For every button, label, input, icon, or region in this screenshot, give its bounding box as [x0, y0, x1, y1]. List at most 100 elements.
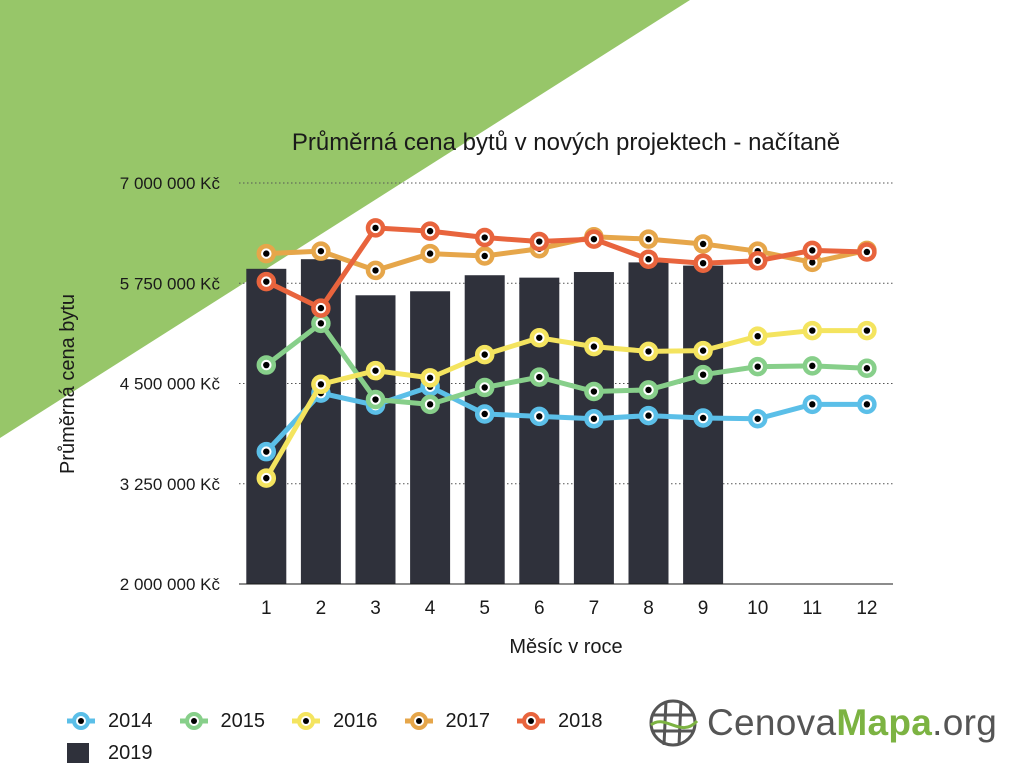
legend-marker-2016	[292, 712, 320, 730]
point-2018-month-1	[256, 271, 277, 292]
x-tick-label: 10	[747, 598, 768, 619]
point-2014-month-6	[529, 406, 550, 427]
point-2015-month-4	[420, 394, 440, 415]
bar-2019-month-4	[410, 291, 451, 584]
point-2016-month-12	[857, 320, 877, 341]
point-2014-month-8	[638, 405, 659, 426]
point-2015-month-9	[693, 364, 713, 385]
point-2015-month-6	[529, 367, 550, 387]
point-2018-month-4	[420, 221, 440, 241]
x-tick-label: 4	[425, 598, 436, 619]
point-2018-month-9	[693, 253, 713, 273]
point-2015-month-3	[365, 389, 386, 410]
globe-grid-icon	[649, 699, 699, 747]
x-axis-label: Měsíc v roce	[509, 636, 622, 658]
legend-label-2015: 2015	[220, 709, 266, 732]
point-2018-month-6	[529, 231, 550, 252]
point-2016-month-6	[529, 328, 550, 348]
x-tick-label: 1	[261, 598, 272, 619]
logo-text-org: .org	[932, 702, 998, 743]
point-2015-month-5	[474, 377, 495, 398]
point-2017-month-3	[365, 260, 386, 281]
legend-marker-2017	[404, 712, 433, 730]
y-tick-label: 5 750 000 Kč	[120, 274, 221, 293]
legend-label-2017: 2017	[445, 709, 491, 732]
y-tick-label: 7 000 000 Kč	[120, 174, 221, 193]
x-tick-label: 5	[479, 598, 490, 619]
point-2015-month-10	[747, 356, 768, 377]
point-2016-month-3	[365, 360, 386, 381]
point-2018-month-11	[802, 240, 823, 261]
line-series-2016	[256, 320, 877, 488]
bar-2019-month-3	[355, 295, 396, 584]
point-2018-month-12	[857, 242, 877, 262]
x-tick-label: 7	[589, 598, 600, 619]
bar-2019-month-6	[519, 277, 560, 584]
legend-item-2019: 2019	[64, 738, 644, 768]
x-axis-tick-labels: 1 2 3 4 5 6 7 8 9 10 11 12	[261, 598, 877, 619]
point-2014-month-9	[693, 408, 713, 428]
y-tick-label: 2 000 000 Kč	[120, 575, 221, 594]
point-2018-month-3	[365, 218, 386, 238]
x-tick-label: 6	[534, 598, 545, 619]
point-2016-month-9	[693, 340, 713, 361]
point-2016-month-5	[474, 344, 495, 365]
bar-2019-month-1	[246, 268, 287, 584]
legend-item-2014: 2014	[64, 706, 153, 736]
logo-text-cenova: Cenova	[707, 702, 837, 743]
line-series-2018	[256, 218, 877, 318]
x-tick-label: 8	[643, 598, 654, 619]
legend-item-2016: 2016	[289, 706, 378, 736]
line-series-2017	[256, 226, 877, 281]
legend-label-2019: 2019	[108, 741, 153, 764]
legend-label-2016: 2016	[333, 709, 378, 732]
x-tick-label: 11	[802, 598, 822, 619]
point-2018-month-5	[474, 227, 495, 248]
point-2017-month-8	[638, 229, 659, 249]
point-2018-month-2	[311, 298, 331, 318]
point-2015-month-7	[584, 381, 604, 402]
legend-marker-2014	[67, 712, 95, 730]
line-series	[256, 218, 877, 488]
point-2014-month-12	[857, 394, 877, 415]
point-2016-month-11	[802, 320, 823, 341]
line-series-2015	[256, 313, 877, 415]
point-2014-month-1	[256, 441, 277, 462]
y-tick-label: 4 500 000 Kč	[120, 375, 221, 394]
chart-legend: 2014 2015 2016 2017 2018 2019	[64, 706, 644, 768]
y-axis-tick-labels: 2 000 000 Kč 3 250 000 Kč 4 500 000 Kč 5 75…	[120, 174, 221, 594]
x-tick-label: 12	[856, 598, 877, 619]
x-tick-label: 2	[316, 598, 327, 619]
gridlines	[239, 182, 893, 485]
point-2016-month-10	[747, 326, 768, 346]
point-2016-month-2	[311, 374, 331, 395]
point-2017-month-4	[420, 243, 440, 264]
legend-item-2015: 2015	[177, 706, 266, 736]
point-2016-month-8	[638, 341, 659, 362]
point-2015-month-12	[857, 358, 877, 379]
point-2015-month-11	[802, 356, 823, 376]
point-2017-month-5	[474, 246, 495, 266]
logo-text-mapa: Mapa	[836, 702, 933, 743]
point-2015-month-2	[311, 313, 331, 334]
point-2014-month-10	[747, 409, 768, 429]
point-2015-month-1	[256, 355, 277, 375]
y-axis-label: Průměrná cena bytu	[57, 294, 79, 474]
logo-wordmark: CenovaMapa.org	[707, 702, 997, 744]
x-tick-label: 3	[370, 598, 381, 619]
legend-marker-2015	[179, 712, 208, 730]
x-tick-label: 9	[698, 598, 709, 619]
point-2014-month-5	[474, 404, 495, 424]
point-2018-month-8	[638, 249, 659, 269]
legend-marker-2018	[517, 712, 545, 730]
legend-label-2018: 2018	[558, 709, 603, 732]
point-2017-month-2	[311, 241, 331, 261]
legend-item-2018: 2018	[514, 706, 603, 736]
bar-2019-month-5	[464, 275, 505, 584]
point-2014-month-7	[584, 409, 604, 429]
green-corner-triangle	[0, 0, 690, 438]
cenovamapa-logo: CenovaMapa.org	[645, 688, 1015, 758]
point-2014-month-11	[802, 394, 823, 415]
point-2015-month-8	[638, 380, 659, 400]
